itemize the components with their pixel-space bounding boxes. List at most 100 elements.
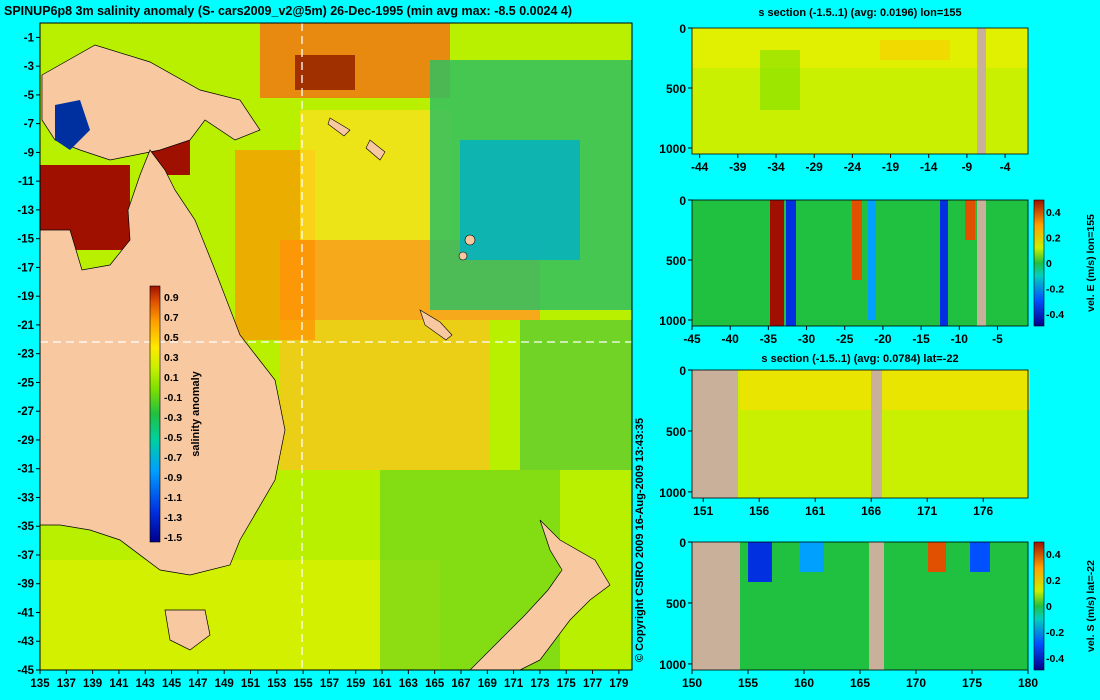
map-y-tick-label: -37 — [17, 550, 34, 562]
section-x-tick-label: -14 — [920, 160, 938, 174]
panel2-cyan-band — [868, 200, 876, 320]
section-y-tick-label: 500 — [666, 82, 686, 96]
panel2-frame — [691, 199, 1029, 327]
section-x-tick-label: 176 — [973, 504, 993, 518]
map-x-tick-label: 171 — [504, 678, 524, 690]
section-x-tick-label: -45 — [683, 332, 701, 346]
panel2-blue-band — [786, 200, 796, 326]
section-x-tick-label: -10 — [951, 332, 969, 346]
section-y-tick-label: 0 — [679, 194, 686, 208]
map-x-tick-label: 145 — [162, 678, 182, 690]
map-colorbar-tick-label: -0.1 — [164, 392, 182, 404]
map-colorbar-scale — [149, 285, 161, 543]
panel4-colorbar-label: vel. S (m/s) lat=-22 — [1085, 560, 1097, 652]
map-y-tick-label: -17 — [17, 262, 34, 274]
panel1-green-patch — [760, 50, 800, 110]
map-y-tick-label: -35 — [17, 521, 34, 533]
new-caledonia-island — [419, 309, 453, 341]
section-x-tick-label: 161 — [805, 504, 825, 518]
map-colorbar-tick-label: -0.7 — [164, 452, 182, 464]
map-y-tick-label: -15 — [17, 234, 34, 246]
map-x-tick-label: 143 — [136, 678, 155, 690]
panel1-land — [977, 28, 986, 154]
panel2-land — [977, 200, 986, 326]
section-colorbar-tick-label: 0.4 — [1046, 549, 1061, 561]
map-y-tick-label: -29 — [17, 435, 34, 447]
map-frame — [39, 22, 633, 671]
section-x-tick-label: -24 — [844, 160, 862, 174]
section-x-tick-label: -15 — [912, 332, 930, 346]
section-x-tick-label: -29 — [806, 160, 824, 174]
panel4-blue-core-2 — [970, 542, 990, 572]
section-panel-2 — [691, 199, 1045, 327]
section-colorbar-tick-label: -0.4 — [1046, 653, 1064, 665]
section-x-tick-label: -4 — [1000, 160, 1011, 174]
map-colorbar-tick-label: 0.5 — [164, 332, 179, 344]
section-y-tick-label: 1000 — [659, 486, 686, 500]
map-y-tick-label: -1 — [24, 32, 35, 44]
map-x-tick-label: 175 — [557, 678, 577, 690]
map-x-tick-label: 155 — [294, 678, 314, 690]
map-x-tick-label: 141 — [109, 678, 129, 690]
map-colorbar-label: salinity anomaly — [190, 370, 202, 456]
map-x-tick-label: 169 — [478, 678, 497, 690]
vanuatu-island-south — [458, 251, 468, 261]
map-colorbar-tick-label: -0.9 — [164, 472, 182, 484]
section-x-tick-label: 156 — [749, 504, 769, 518]
map-colorbar-tick-label: -1.1 — [164, 492, 182, 504]
section-x-tick-label: -25 — [836, 332, 854, 346]
section-colorbar-tick-label: 0 — [1046, 601, 1052, 613]
section-x-tick-label: 150 — [682, 676, 702, 690]
map-x-tick-label: 179 — [609, 678, 628, 690]
map-colorbar-tick-label: 0.9 — [164, 292, 179, 304]
map-y-tick-label: -7 — [24, 119, 34, 131]
map-colorbar-tick-label: 0.3 — [164, 352, 179, 364]
tasmania-landmass — [164, 609, 211, 651]
map-colorbar-tick-label: 0.7 — [164, 312, 179, 324]
panel1-title: s section (-1.5..1) (avg: 0.0196) lon=15… — [758, 7, 961, 19]
section-y-tick-label: 0 — [679, 364, 686, 378]
section-y-tick-label: 500 — [666, 254, 686, 268]
map-y-tick-label: -27 — [17, 406, 34, 418]
section-x-tick-label: -30 — [798, 332, 816, 346]
section-x-tick-label: 160 — [794, 676, 814, 690]
map-x-tick-label: 153 — [267, 678, 286, 690]
map-colorbar-tick-label: -0.3 — [164, 412, 182, 424]
section-y-tick-label: 500 — [666, 597, 686, 611]
section-colorbar-tick-label: 0.2 — [1046, 233, 1061, 245]
map-yellow-south — [40, 560, 440, 670]
section-x-tick-label: -34 — [767, 160, 785, 174]
section-x-tick-label: -35 — [760, 332, 778, 346]
section-panel-4 — [691, 541, 1045, 671]
map-y-tick-label: -39 — [17, 579, 34, 591]
map-bismarck — [295, 55, 355, 90]
map-x-tick-label: 167 — [451, 678, 470, 690]
section-x-tick-label: -40 — [722, 332, 740, 346]
map-x-tick-label: 135 — [30, 678, 50, 690]
map-x-tick-label: 159 — [346, 678, 365, 690]
section-colorbar-tick-label: 0.4 — [1046, 207, 1061, 219]
map-colorbar-tick-label: 0.1 — [164, 372, 179, 384]
map-y-tick-label: -11 — [18, 176, 35, 188]
panel3-surface — [740, 370, 1030, 410]
panel4-red-core — [928, 542, 946, 572]
vanuatu-island — [464, 234, 476, 246]
panel2-orange-band — [852, 200, 862, 280]
australia-landmass — [39, 149, 286, 576]
map-y-tick-label: -23 — [17, 349, 34, 361]
map-y-tick-label: -5 — [24, 90, 35, 102]
map-y-tick-label: -25 — [17, 377, 34, 389]
section-x-tick-label: 171 — [917, 504, 937, 518]
map-x-tick-label: 163 — [399, 678, 418, 690]
copyright-text: © Copyright CSIRO 2009 16-Aug-2009 13:43… — [634, 418, 646, 662]
panel4-blue-core — [748, 542, 772, 582]
map-x-tick-label: 137 — [57, 678, 76, 690]
map-y-tick-label: -21 — [17, 320, 34, 332]
map-x-tick-label: 149 — [215, 678, 234, 690]
map-y-tick-label: -33 — [17, 492, 34, 504]
map-yellow-band — [300, 110, 450, 240]
panel2-blue-band-2 — [940, 200, 948, 326]
map-png-fresh — [55, 100, 90, 150]
map-x-tick-label: 165 — [425, 678, 445, 690]
